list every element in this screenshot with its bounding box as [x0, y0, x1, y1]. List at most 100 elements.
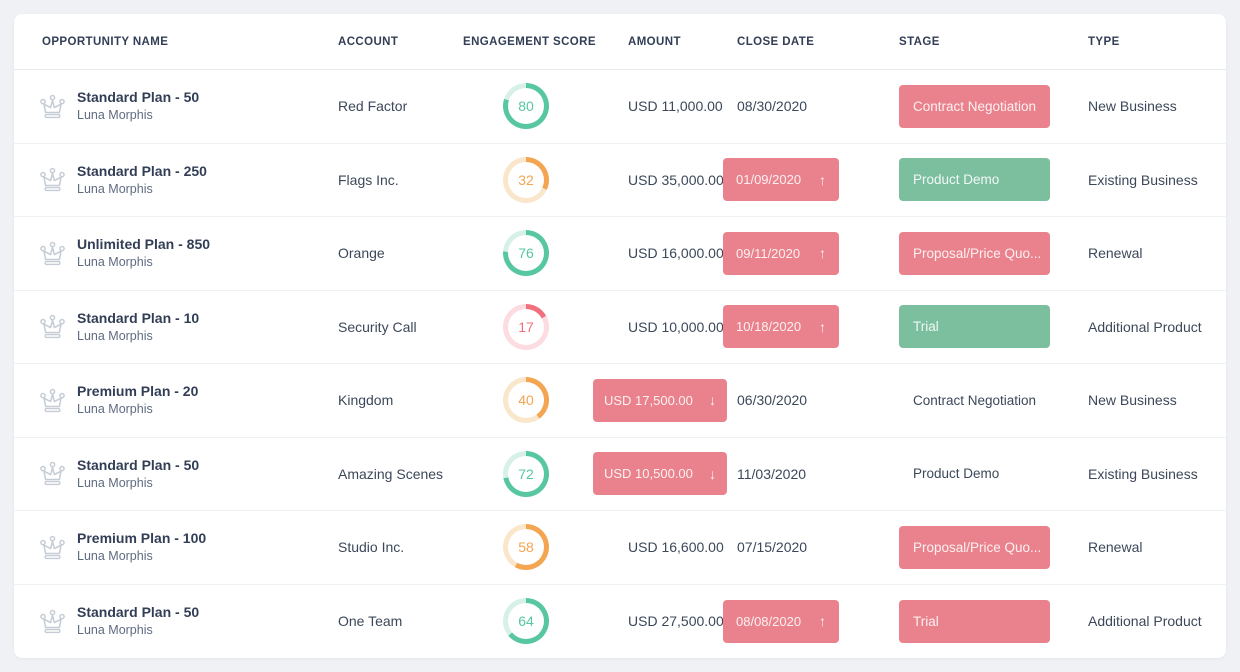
opportunity-name[interactable]: Standard Plan - 250: [77, 162, 207, 179]
stage-badge[interactable]: Contract Negotiation: [899, 84, 1050, 128]
engagement-score-value: 72: [518, 465, 534, 482]
engagement-score-cell: 58: [452, 524, 622, 571]
account-name: Flags Inc.: [338, 171, 399, 188]
opportunity-name[interactable]: Standard Plan - 50: [77, 456, 200, 473]
amount-cell: USD 10,000.00 USD 10,000.00: [622, 319, 724, 335]
stage-badge[interactable]: Trial: [899, 599, 1050, 643]
column-header-account[interactable]: ACCOUNT: [338, 35, 399, 48]
type-cell: Existing Business: [1088, 466, 1226, 482]
stage-badge[interactable]: Contract Negotiation: [913, 392, 1037, 408]
opportunity-text: Standard Plan - 50 Luna Morphis: [77, 456, 199, 492]
table-row[interactable]: Premium Plan - 100 Luna Morphis Studio I…: [14, 511, 1226, 585]
amount-value: USD 10,500.00: [604, 466, 693, 482]
close-date-value: 06/30/2020: [737, 392, 808, 409]
account-cell: Amazing Scenes: [324, 466, 452, 482]
amount-value: USD 16,000.00: [628, 245, 724, 262]
type-value: Existing Business: [1088, 171, 1198, 188]
arrow-up-icon: ↑: [819, 318, 826, 335]
type-value: New Business: [1088, 392, 1177, 409]
type-cell: Renewal: [1088, 245, 1226, 261]
type-cell: New Business: [1088, 392, 1226, 408]
opportunity-owner: Luna Morphis: [77, 549, 153, 564]
close-date-value: 01/09/2020: [736, 172, 802, 188]
account-cell: Flags Inc.: [324, 172, 452, 188]
stage-cell: Contract Negotiation: [899, 84, 1088, 128]
column-header-engagement-score[interactable]: ENGAGEMENT SCORE: [463, 35, 596, 48]
close-date-alert-badge[interactable]: 09/11/2020 ↑: [723, 231, 839, 275]
table-row[interactable]: Premium Plan - 20 Luna Morphis Kingdom 4…: [14, 364, 1226, 438]
amount-alert-badge[interactable]: USD 10,500.00 ↓: [593, 452, 727, 496]
account-name: Kingdom: [338, 392, 394, 409]
type-value: Additional Product: [1088, 318, 1202, 335]
stage-badge[interactable]: Product Demo: [913, 466, 1000, 482]
amount-cell: USD 35,000.00 USD 35,000.00: [622, 172, 724, 188]
opportunity-owner: Luna Morphis: [77, 623, 153, 638]
stage-cell: Proposal/Price Quo...: [899, 525, 1088, 569]
opportunity-owner: Luna Morphis: [77, 328, 153, 343]
amount-cell: USD 16,000.00 USD 16,000.00: [622, 245, 724, 261]
opportunity-name[interactable]: Premium Plan - 20: [77, 383, 199, 400]
account-name: One Team: [338, 613, 403, 630]
account-name: Security Call: [338, 318, 417, 335]
opportunity-name[interactable]: Standard Plan - 10: [77, 309, 200, 326]
close-date-alert-badge[interactable]: 01/09/2020 ↑: [723, 158, 839, 202]
amount-cell: USD 17,500.00 USD 17,500.00 ↓: [593, 378, 727, 422]
column-header-close-date[interactable]: CLOSE DATE: [737, 35, 815, 48]
column-header-type[interactable]: TYPE: [1088, 35, 1120, 48]
crown-icon: [38, 166, 67, 193]
opportunity-name[interactable]: Standard Plan - 50: [77, 604, 200, 621]
stage-cell: Product Demo: [899, 452, 1088, 495]
opportunity-cell: Unlimited Plan - 850 Luna Morphis: [14, 235, 324, 271]
stage-cell: Product Demo: [899, 158, 1088, 202]
close-date-alert-badge[interactable]: 10/18/2020 ↑: [723, 305, 839, 349]
arrow-up-icon: ↑: [819, 613, 826, 630]
opportunity-name[interactable]: Unlimited Plan - 850: [77, 236, 211, 253]
type-value: Additional Product: [1088, 613, 1202, 630]
engagement-score-ring: 80: [503, 83, 549, 130]
engagement-score-value: 32: [518, 171, 534, 188]
opportunity-owner: Luna Morphis: [77, 402, 153, 417]
close-date-alert-badge[interactable]: 08/08/2020 ↑: [723, 599, 839, 643]
table-row[interactable]: Standard Plan - 50 Luna Morphis Amazing …: [14, 438, 1226, 511]
table-header-row: OPPORTUNITY NAME ACCOUNT ENGAGEMENT SCOR…: [14, 14, 1226, 70]
table-row[interactable]: Standard Plan - 50 Luna Morphis One Team…: [14, 585, 1226, 659]
engagement-score-cell: 17: [452, 303, 622, 350]
type-cell: Additional Product: [1088, 319, 1226, 335]
close-date-value: 08/30/2020: [737, 98, 808, 115]
opportunity-cell: Standard Plan - 50 Luna Morphis: [14, 88, 324, 124]
close-date-value: 11/03/2020: [737, 465, 807, 482]
type-cell: New Business: [1088, 98, 1226, 114]
arrow-down-icon: ↓: [709, 392, 716, 409]
arrow-down-icon: ↓: [709, 465, 716, 482]
stage-badge[interactable]: Trial: [899, 305, 1050, 349]
table-row[interactable]: Standard Plan - 50 Luna Morphis Red Fact…: [14, 70, 1226, 144]
crown-icon: [38, 534, 67, 561]
opportunity-name[interactable]: Standard Plan - 50: [77, 89, 200, 106]
table-row[interactable]: Standard Plan - 250 Luna Morphis Flags I…: [14, 144, 1226, 217]
stage-badge[interactable]: Proposal/Price Quo...: [899, 231, 1050, 275]
stage-cell: Trial: [899, 599, 1088, 643]
opportunity-name[interactable]: Premium Plan - 100: [77, 530, 207, 547]
engagement-score-value: 76: [518, 245, 534, 262]
column-header-opportunity-name[interactable]: OPPORTUNITY NAME: [42, 35, 169, 48]
engagement-score-value: 58: [518, 539, 534, 556]
engagement-score-ring: 58: [503, 524, 549, 571]
opportunity-cell: Standard Plan - 10 Luna Morphis: [14, 309, 324, 345]
amount-alert-badge[interactable]: USD 17,500.00 ↓: [593, 378, 727, 422]
engagement-score-cell: 80: [452, 83, 622, 130]
stage-badge[interactable]: Product Demo: [899, 158, 1050, 202]
table-row[interactable]: Unlimited Plan - 850 Luna Morphis Orange…: [14, 217, 1226, 291]
stage-badge[interactable]: Proposal/Price Quo...: [899, 525, 1050, 569]
opportunity-cell: Premium Plan - 20 Luna Morphis: [14, 382, 324, 418]
column-header-stage[interactable]: STAGE: [899, 35, 940, 48]
engagement-score-cell: 72: [452, 450, 622, 497]
column-header-amount[interactable]: AMOUNT: [628, 35, 681, 48]
account-name: Orange: [338, 245, 385, 262]
table-row[interactable]: Standard Plan - 10 Luna Morphis Security…: [14, 291, 1226, 364]
engagement-score-ring: 76: [503, 230, 549, 277]
account-name: Red Factor: [338, 98, 408, 115]
account-name: Studio Inc.: [338, 539, 405, 556]
close-date-cell: 01/09/2020 01/09/2020 ↑: [720, 158, 899, 202]
arrow-up-icon: ↑: [819, 171, 826, 188]
crown-icon: [38, 608, 67, 635]
